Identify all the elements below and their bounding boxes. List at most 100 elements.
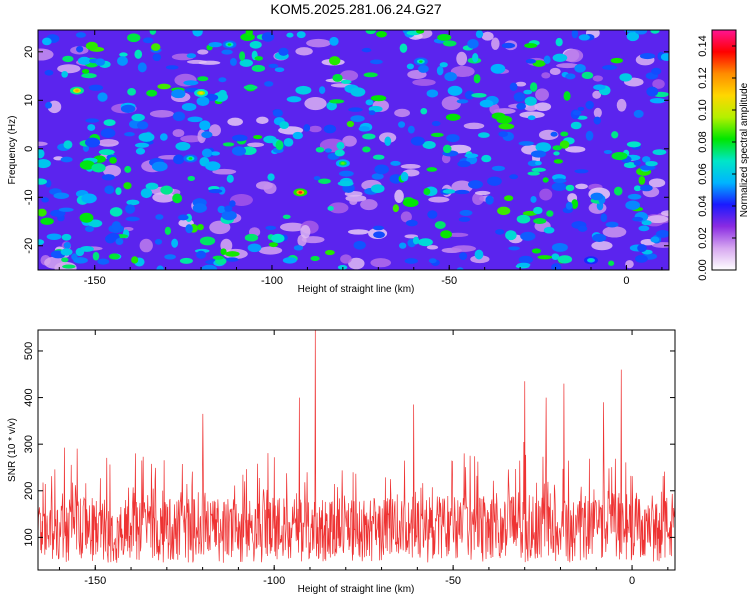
y-tick-label: 20	[23, 46, 35, 58]
heatmap-blob	[437, 33, 452, 41]
heatmap-blob	[50, 209, 66, 217]
heatmap-blob	[565, 73, 576, 80]
heatmap-low-patch	[456, 51, 468, 66]
heatmap-blob	[127, 33, 141, 43]
x-tick-label: -150	[84, 275, 106, 287]
heatmap-low-patch	[38, 141, 48, 147]
heatmap-blob	[151, 161, 168, 172]
heatmap-low-patch	[625, 260, 634, 269]
heatmap-low-patch	[489, 103, 500, 115]
heatmap-low-patch	[491, 37, 500, 50]
heatmap-peak-core	[589, 259, 593, 262]
heatmap-blob	[42, 37, 52, 46]
heatmap-low-patch	[661, 210, 669, 217]
heatmap-blob	[61, 233, 72, 241]
heatmap-blob	[535, 160, 542, 166]
heatmap-blob	[324, 148, 332, 153]
spectrogram-ticks: -150 -100 -50 0 20 10 0 -10 -20	[23, 30, 669, 287]
heatmap-blob	[136, 121, 149, 130]
heatmap-low-patch	[349, 197, 358, 206]
heatmap-blob	[619, 73, 632, 82]
heatmap-blob	[555, 37, 563, 47]
heatmap-blob	[533, 206, 543, 215]
heatmap-blob	[338, 170, 354, 177]
heatmap-low-patch	[98, 139, 118, 145]
heatmap-blob	[585, 130, 594, 141]
heatmap-blob	[610, 57, 623, 64]
heatmap-blob	[75, 247, 85, 257]
heatmap-blob	[79, 160, 95, 170]
heatmap-blob	[134, 49, 143, 59]
heatmap-blob	[406, 63, 414, 70]
heatmap-blob	[350, 115, 365, 122]
heatmap-blob	[98, 149, 115, 156]
heatmap-blob	[551, 263, 562, 270]
heatmap-blob	[286, 96, 302, 103]
heatmap-blob	[372, 154, 385, 160]
heatmap-blob	[131, 256, 139, 264]
heatmap-blob	[221, 210, 237, 221]
heatmap-blob	[422, 140, 436, 149]
heatmap-blob	[123, 182, 132, 190]
heatmap-blob	[593, 116, 601, 125]
colorbar-fill	[712, 30, 736, 270]
heatmap-blob	[509, 174, 519, 180]
heatmap-blob	[318, 178, 331, 184]
heatmap-blob	[503, 195, 514, 202]
heatmap-low-patch	[400, 164, 421, 169]
heatmap-blob	[220, 248, 227, 255]
heatmap-blob	[475, 30, 484, 39]
heatmap-blob	[574, 63, 586, 73]
heatmap-blob	[149, 30, 157, 35]
spectrogram-frame	[37, 29, 670, 271]
x-tick-label: -50	[441, 275, 457, 287]
heatmap-blob	[183, 80, 199, 86]
spectrogram-panel: -150 -100 -50 0 20 10 0 -10 -20 Height of straig…	[7, 29, 670, 295]
heatmap-blob	[553, 151, 560, 156]
heatmap-blob	[178, 214, 189, 221]
heatmap-blob	[332, 74, 343, 82]
heatmap-low-patch	[446, 232, 469, 237]
heatmap-blob	[346, 120, 355, 128]
heatmap-blob	[261, 32, 275, 42]
heatmap-low-patch	[340, 254, 352, 264]
heatmap-blob	[264, 81, 274, 87]
heatmap-blob	[95, 58, 106, 66]
y-tick-label: 10	[23, 94, 35, 106]
colorbar-tick-label: 0.02	[697, 227, 709, 248]
heatmap-blob	[445, 113, 461, 121]
heatmap-blob	[571, 199, 579, 209]
heatmap-blob	[232, 134, 248, 142]
heatmap-blob	[329, 99, 345, 104]
heatmap-blob	[481, 154, 492, 163]
heatmap-low-patch	[481, 31, 494, 41]
heatmap-blob	[533, 218, 547, 225]
heatmap-blob	[542, 177, 549, 183]
x-tick-label: 0	[629, 575, 635, 587]
heatmap-blob	[109, 157, 117, 164]
heatmap-blob	[247, 243, 262, 253]
heatmap-blob	[611, 152, 628, 161]
heatmap-blob	[572, 110, 582, 116]
heatmap-blob	[491, 165, 506, 172]
heatmap-low-patch	[575, 183, 588, 190]
heatmap-blob	[173, 154, 185, 165]
heatmap-low-patch	[258, 246, 283, 255]
heatmap-blob	[348, 107, 363, 112]
heatmap-blob	[87, 124, 96, 131]
heatmap-blob	[439, 62, 448, 68]
heatmap-low-patch	[57, 64, 81, 74]
heatmap-low-patch	[646, 215, 669, 223]
colorbar-frame	[711, 29, 737, 271]
heatmap-low-patch	[400, 211, 412, 223]
heatmap-blob	[370, 184, 385, 194]
heatmap-blob	[152, 53, 162, 62]
heatmap-blob	[444, 72, 457, 82]
heatmap-blob	[62, 264, 76, 269]
heatmap-low-patch	[515, 81, 527, 87]
heatmap-blob	[427, 210, 438, 219]
heatmap-low-patch	[152, 192, 176, 203]
heatmap-blob	[505, 230, 517, 241]
heatmap-low-patch	[463, 122, 485, 130]
heatmap-blob	[602, 64, 618, 71]
